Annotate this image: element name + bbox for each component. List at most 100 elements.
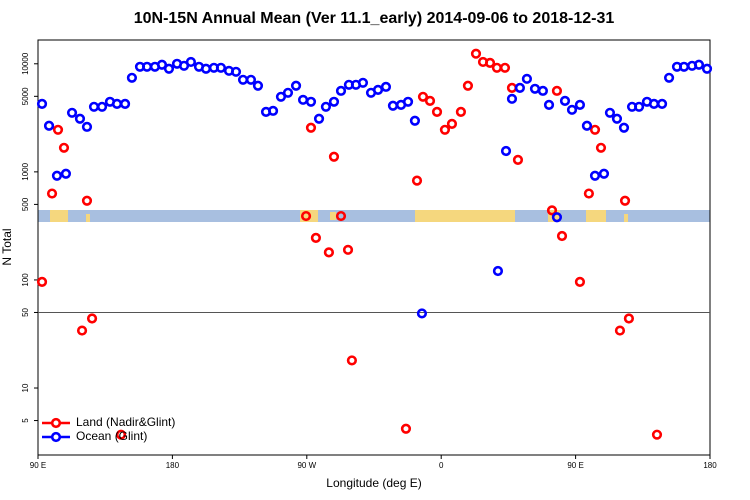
point <box>328 151 340 162</box>
legend-marker <box>50 417 62 429</box>
legend-marker <box>50 431 62 443</box>
point <box>267 105 279 116</box>
point <box>581 120 593 131</box>
point <box>492 265 504 277</box>
point <box>185 56 197 68</box>
point <box>380 81 392 92</box>
y-tick-label: 50 <box>21 307 30 316</box>
y-tick-label: 500 <box>21 197 30 211</box>
point <box>66 107 78 118</box>
point <box>417 91 429 102</box>
point <box>88 101 100 112</box>
y-tick-label: 5000 <box>21 87 30 105</box>
point <box>455 106 467 117</box>
point <box>595 142 607 153</box>
point <box>537 85 548 96</box>
point <box>499 62 511 73</box>
land-strip <box>624 214 628 222</box>
point <box>623 313 635 324</box>
point <box>598 168 610 179</box>
point <box>60 168 72 179</box>
point <box>589 124 601 135</box>
point <box>320 101 332 112</box>
point <box>81 121 93 132</box>
point <box>551 85 563 96</box>
point <box>357 77 369 88</box>
point <box>514 82 525 93</box>
point <box>215 62 227 73</box>
point <box>387 100 399 111</box>
point <box>543 99 555 110</box>
point <box>305 122 317 133</box>
point <box>431 106 443 117</box>
x-tick-label: 180 <box>703 461 717 470</box>
point <box>126 72 138 83</box>
point <box>529 83 541 94</box>
point <box>618 122 630 133</box>
point <box>701 63 713 74</box>
x-tick-label: 90 E <box>30 461 46 470</box>
point <box>424 95 436 106</box>
point <box>506 93 518 104</box>
point <box>245 74 257 85</box>
point <box>611 113 623 124</box>
point <box>546 205 558 216</box>
map-strip <box>38 210 710 222</box>
point <box>74 113 86 124</box>
point <box>521 73 533 84</box>
point <box>51 170 63 181</box>
point <box>335 85 347 96</box>
point <box>115 429 127 440</box>
x-tick-label: 90 W <box>297 461 316 470</box>
point <box>506 82 518 93</box>
point <box>163 63 175 74</box>
land-strip <box>586 210 606 222</box>
point <box>574 99 586 110</box>
point <box>693 59 705 70</box>
point <box>462 80 474 91</box>
legend-label: Ocean (Glint) <box>76 429 147 443</box>
point <box>52 124 64 135</box>
point <box>470 48 482 59</box>
point <box>290 80 302 91</box>
point <box>58 142 70 153</box>
point <box>411 175 423 186</box>
point <box>328 96 340 107</box>
land-strip <box>415 210 515 222</box>
point <box>648 98 660 109</box>
point <box>402 96 414 107</box>
point <box>252 80 264 91</box>
point <box>400 423 412 434</box>
point <box>346 355 357 366</box>
point <box>566 104 578 115</box>
point <box>43 120 55 131</box>
point <box>96 101 108 112</box>
point <box>439 124 451 135</box>
point <box>512 154 524 166</box>
point <box>200 63 212 74</box>
chart-title: 10N-15N Annual Mean (Ver 11.1_early) 201… <box>134 10 615 27</box>
point <box>678 61 690 72</box>
point <box>651 429 663 440</box>
point <box>484 57 496 68</box>
plot-frame <box>37 39 711 456</box>
point <box>36 276 48 287</box>
point <box>36 98 48 109</box>
legend-label: Land (Nadir&Glint) <box>76 415 175 429</box>
point <box>86 313 98 324</box>
point <box>81 195 93 206</box>
point <box>156 59 168 70</box>
point <box>342 244 354 255</box>
point <box>409 115 421 126</box>
point <box>46 188 58 199</box>
land-strip <box>330 212 336 220</box>
point <box>589 170 601 181</box>
y-tick-label: 10 <box>21 383 30 392</box>
point <box>119 98 131 109</box>
point <box>335 210 347 222</box>
point <box>446 118 458 129</box>
x-axis-label: Longitude (deg E) <box>326 476 421 490</box>
point <box>76 325 88 336</box>
point <box>551 212 563 223</box>
